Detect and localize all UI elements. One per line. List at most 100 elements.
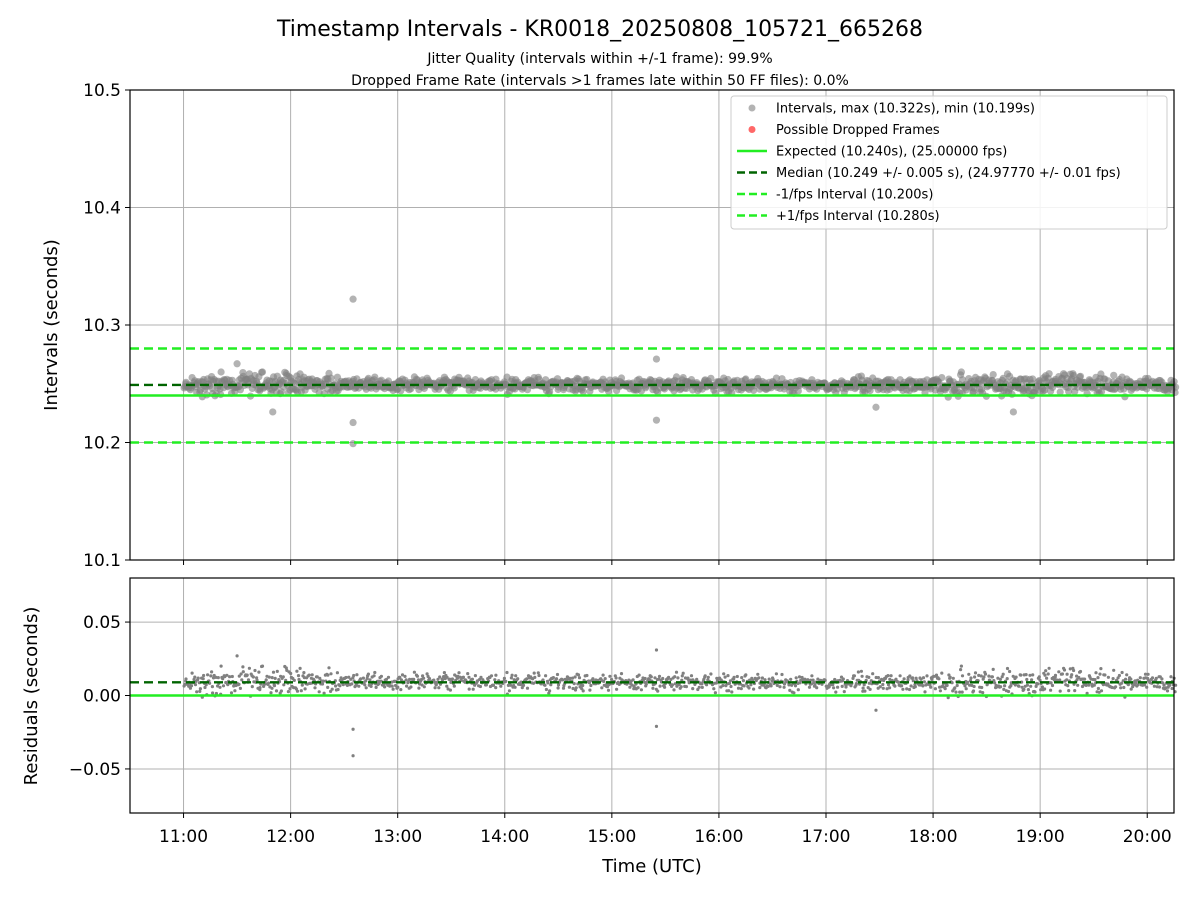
residual-point [489,674,494,678]
residual-point [739,687,743,691]
residual-point [1168,683,1172,688]
residual-point [1049,688,1053,692]
residual-point [727,689,731,693]
residual-point [1162,683,1166,687]
residual-point [279,689,283,693]
residual-point [317,690,321,694]
intervals-reference-lines [130,347,1174,444]
residual-point [369,684,373,689]
residual-point [954,690,958,694]
residual-point [990,675,995,679]
residual-point [934,673,939,677]
residual-point [658,684,662,688]
residual-point [425,672,429,676]
residual-point [736,686,741,690]
residual-point [859,669,864,673]
residual-point [1174,683,1178,687]
residual-point [321,679,325,683]
residual-point [706,675,710,679]
residual-point [298,666,302,671]
residual-point [1026,688,1030,692]
residual-point [570,676,575,680]
residual-point [868,687,872,692]
residual-point [712,687,716,691]
residual-point [955,683,959,688]
interval-point [208,384,216,392]
residual-point [966,680,970,684]
residual-point [1058,678,1062,682]
residual-point [867,675,871,680]
residual-point [313,686,317,690]
residual-point [289,671,293,676]
residual-point [297,677,301,682]
residual-point [1014,675,1018,679]
residual-point [572,682,576,686]
residual-point [507,689,511,693]
residual-point [211,676,216,680]
residual-point [406,680,410,684]
interval-outlier-point [652,355,661,363]
residuals-y-tick-label: −0.05 [69,760,121,780]
residual-point [307,673,311,677]
residual-point [923,690,927,694]
residual-point [427,677,432,681]
residual-point [906,678,910,682]
residual-point [905,687,909,691]
residual-point [1077,675,1081,680]
residual-point [1142,683,1147,687]
residual-point [834,690,838,694]
residual-point [230,674,234,679]
residual-point [257,670,261,674]
residual-point [1066,684,1070,688]
residual-point [867,681,871,685]
residual-point [964,687,968,691]
residual-point [377,681,381,686]
residual-point [959,664,964,668]
residual-point [355,673,359,677]
residual-point [273,676,277,681]
residual-point [730,690,734,694]
residual-point [1034,684,1038,689]
residual-point [878,685,882,689]
residual-point [288,687,292,691]
residual-point [359,677,363,681]
residual-point [1058,689,1062,693]
residual-point [1044,669,1048,673]
residual-point [1119,686,1123,690]
residual-point [861,686,865,690]
intervals-panel: 10.1 10.2 10.3 10.4 10.5 Intervals (seconds)… [41,81,1180,571]
residual-point [1124,677,1128,681]
interval-point [1076,372,1085,380]
residual-point [457,671,461,675]
chart-subtitle-jitter: Jitter Quality (intervals within +/-1 fr… [426,51,772,67]
residual-point [315,675,319,679]
residual-point [742,684,746,688]
residual-point [886,683,891,687]
residual-point [982,675,986,679]
residual-point [813,683,817,687]
residual-point [556,686,560,690]
residual-point [792,691,796,695]
residual-point [228,675,232,679]
residual-point [543,683,547,687]
residual-point [576,673,581,677]
residual-point [1053,673,1058,678]
residual-point [494,673,498,677]
residual-point [723,675,727,679]
residual-point [1046,672,1050,676]
residual-point [554,677,559,681]
residual-point [1157,685,1162,689]
residual-point [940,671,944,675]
residual-point [300,683,304,687]
residual-point [272,684,277,688]
residual-point [1120,681,1124,685]
residual-point [1106,675,1110,679]
residual-point [190,671,194,675]
x-tick-label: 14:00 [480,827,529,847]
residual-point [202,673,206,678]
residual-point [614,676,618,680]
residual-point [978,690,982,694]
residual-point [440,678,445,682]
residual-point [680,678,684,682]
